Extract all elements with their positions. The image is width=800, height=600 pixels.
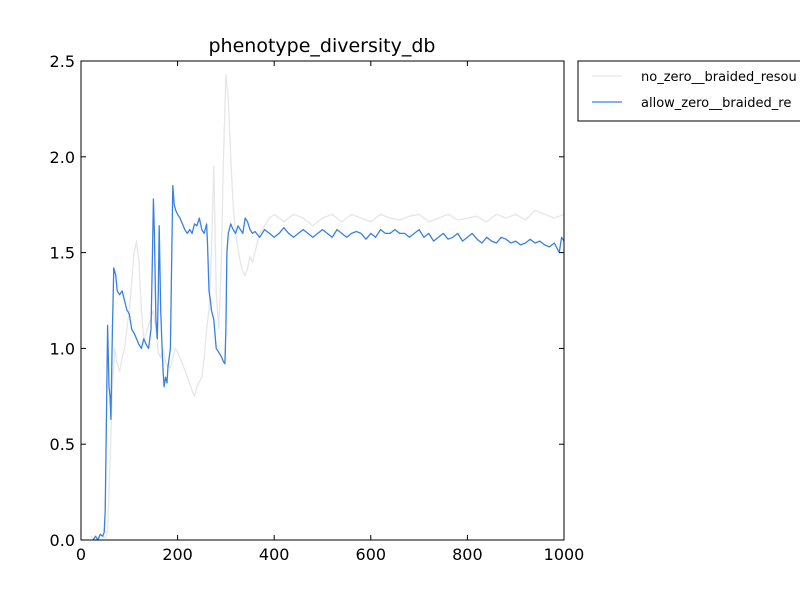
legend-label-0: no_zero__braided_resou (641, 70, 797, 85)
x-tick-label: 600 (356, 545, 387, 564)
y-tick-label: 0.0 (50, 531, 75, 550)
x-tick-label: 1000 (544, 545, 585, 564)
legend-label-1: allow_zero__braided_re (641, 96, 791, 111)
series-line-1 (92, 184, 564, 540)
series-line-0 (90, 73, 564, 540)
y-tick-label: 1.0 (50, 339, 75, 358)
y-tick-label: 0.5 (50, 435, 75, 454)
y-tick-label: 2.5 (50, 52, 75, 71)
chart-title: phenotype_diversity_db (209, 35, 436, 57)
y-axis: 0.0 0.5 1.0 1.5 2.0 2.5 (50, 52, 564, 550)
y-tick-label: 1.5 (50, 244, 75, 263)
x-tick-label: 400 (259, 545, 290, 564)
plot-lines (90, 73, 564, 540)
x-tick-label: 800 (452, 545, 483, 564)
x-tick-label: 0 (76, 545, 86, 564)
plot-frame (80, 60, 565, 541)
x-axis: 0 200 400 600 800 1000 (76, 61, 584, 564)
x-tick-label: 200 (162, 545, 193, 564)
legend: no_zero__braided_resou allow_zero__braide… (577, 60, 800, 122)
legend-frame (577, 60, 800, 122)
y-tick-label: 2.0 (50, 148, 75, 167)
